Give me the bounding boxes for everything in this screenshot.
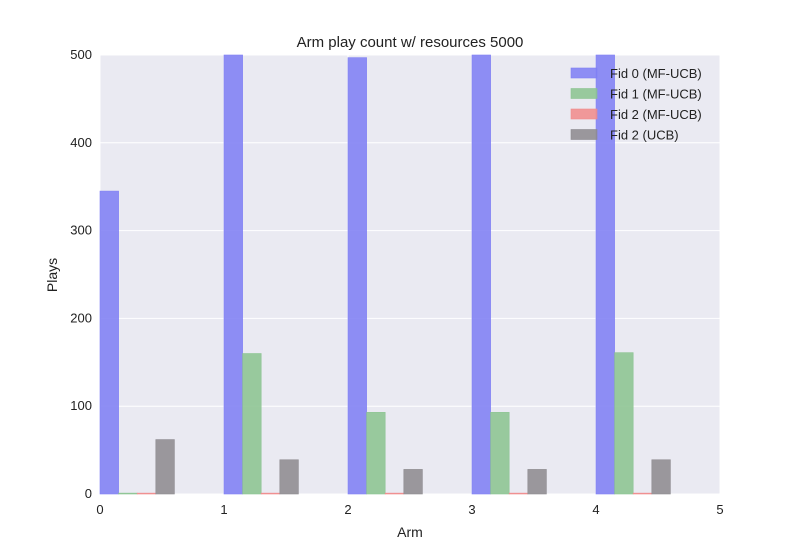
x-tick-labels: 0 1 2 3 4 5 (96, 502, 723, 517)
legend-swatch (570, 88, 598, 99)
x-axis-label: Arm (397, 524, 423, 540)
bar-series-0-arm-2 (347, 57, 367, 495)
y-axis-label: Plays (44, 258, 60, 292)
bar-series-1-arm-1 (242, 353, 262, 495)
y-tick-label: 0 (85, 486, 92, 501)
legend-label: Fid 0 (MF-UCB) (610, 66, 702, 81)
bar-series-2-arm-4 (632, 492, 653, 495)
x-tick-label: 3 (468, 502, 475, 517)
bar-series-3-arm-4 (651, 459, 671, 495)
bar-series-0-arm-4 (595, 54, 615, 495)
bar-series-2-arm-1 (260, 492, 281, 495)
bar-series-3-arm-3 (527, 469, 547, 495)
legend: Fid 0 (MF-UCB) Fid 1 (MF-UCB) Fid 2 (MF-UC… (570, 66, 702, 143)
bar-series-0-arm-1 (223, 54, 243, 495)
y-tick-label: 100 (70, 398, 92, 413)
legend-swatch (570, 67, 598, 79)
bar-series-1-arm-0 (118, 492, 138, 495)
bar-series-2-arm-3 (508, 492, 529, 495)
legend-label: Fid 2 (MF-UCB) (610, 107, 702, 122)
y-tick-label: 500 (70, 47, 92, 62)
chart-title: Arm play count w/ resources 5000 (297, 34, 524, 51)
bar-series-2-arm-2 (384, 492, 405, 495)
y-tick-label: 200 (70, 310, 92, 325)
y-tick-label: 300 (70, 223, 92, 238)
bars (99, 54, 671, 495)
x-tick-label: 1 (220, 502, 227, 517)
bar-series-3-arm-1 (279, 459, 299, 495)
legend-swatch (570, 129, 598, 140)
legend-label: Fid 2 (UCB) (610, 128, 679, 143)
bar-series-2-arm-0 (136, 492, 157, 495)
y-tick-label: 400 (70, 135, 92, 150)
bar-series-3-arm-0 (155, 439, 175, 495)
x-tick-label: 2 (344, 502, 351, 517)
x-tick-label: 0 (96, 502, 103, 517)
y-tick-labels: 0 100 200 300 400 500 (70, 47, 92, 501)
bar-series-1-arm-2 (366, 412, 386, 495)
x-tick-label: 5 (716, 502, 723, 517)
bar-series-0-arm-0 (99, 190, 119, 495)
bar-series-1-arm-3 (490, 412, 510, 495)
bar-series-3-arm-2 (403, 469, 423, 495)
bar-series-1-arm-4 (614, 352, 634, 495)
bar-series-0-arm-3 (471, 54, 491, 495)
x-tick-label: 4 (592, 502, 599, 517)
legend-swatch (570, 108, 598, 120)
legend-label: Fid 1 (MF-UCB) (610, 87, 702, 102)
